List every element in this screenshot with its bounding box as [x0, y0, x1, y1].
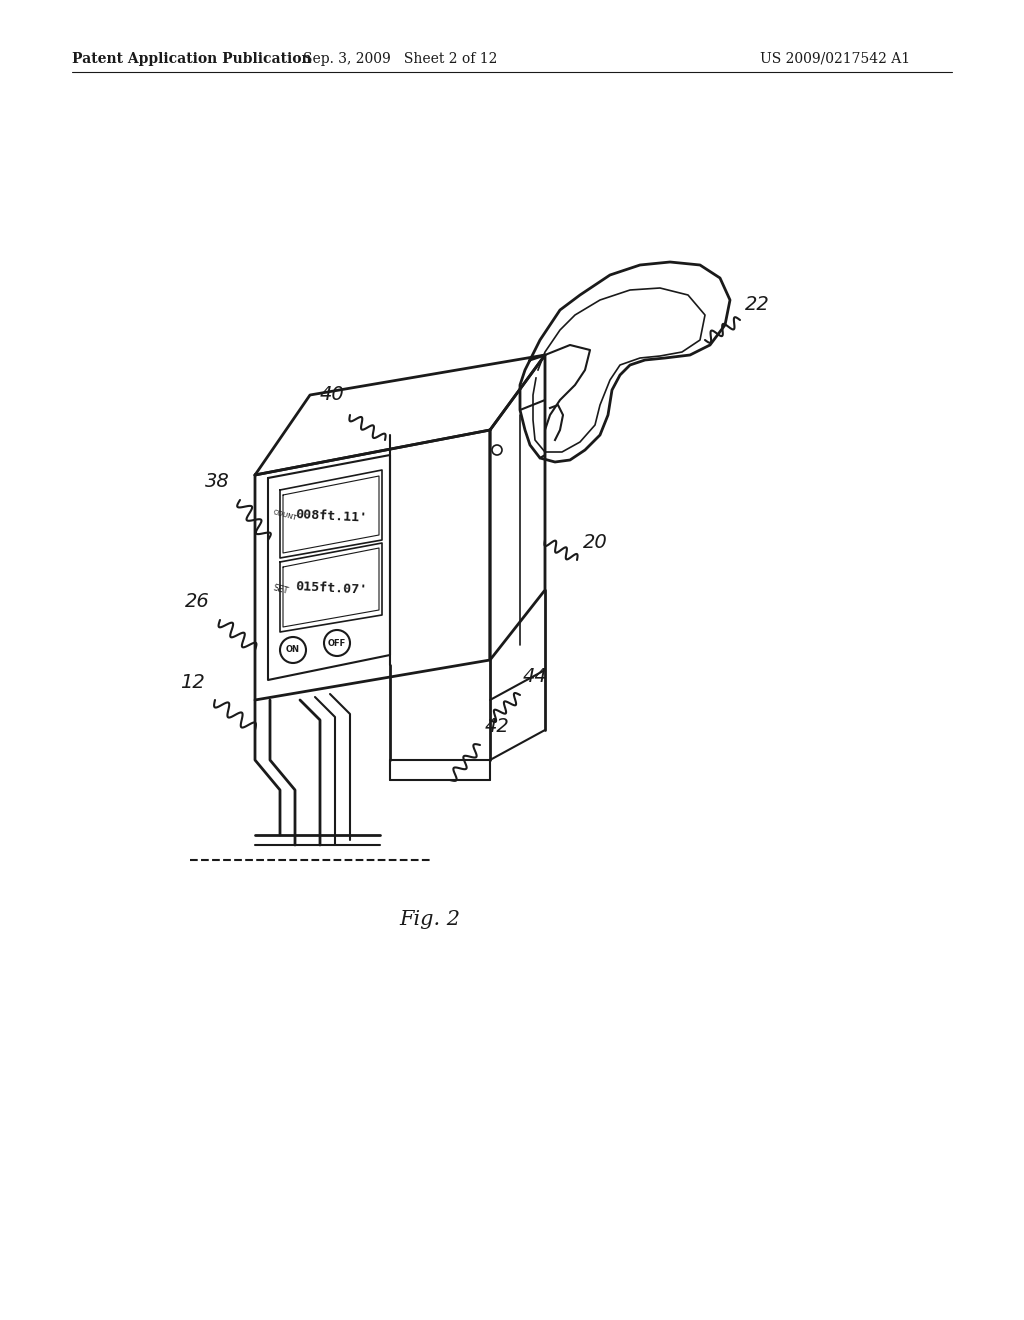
Text: 20: 20 [583, 533, 608, 552]
Text: 38: 38 [205, 473, 229, 491]
Text: 40: 40 [319, 385, 345, 404]
Text: Fig. 2: Fig. 2 [399, 909, 461, 929]
Text: COUNT: COUNT [272, 510, 297, 521]
Text: SET: SET [272, 583, 290, 597]
Text: Sep. 3, 2009   Sheet 2 of 12: Sep. 3, 2009 Sheet 2 of 12 [303, 51, 498, 66]
Text: US 2009/0217542 A1: US 2009/0217542 A1 [760, 51, 910, 66]
Text: 015ft.07': 015ft.07' [295, 579, 368, 597]
Text: OFF: OFF [328, 639, 346, 648]
Text: 22: 22 [745, 294, 770, 314]
Text: 44: 44 [523, 667, 548, 686]
Text: 008ft.11': 008ft.11' [295, 508, 368, 525]
Text: Patent Application Publication: Patent Application Publication [72, 51, 311, 66]
Text: 42: 42 [485, 717, 510, 737]
Text: ON: ON [286, 645, 300, 655]
Text: 12: 12 [180, 673, 205, 692]
Text: 26: 26 [185, 591, 210, 611]
